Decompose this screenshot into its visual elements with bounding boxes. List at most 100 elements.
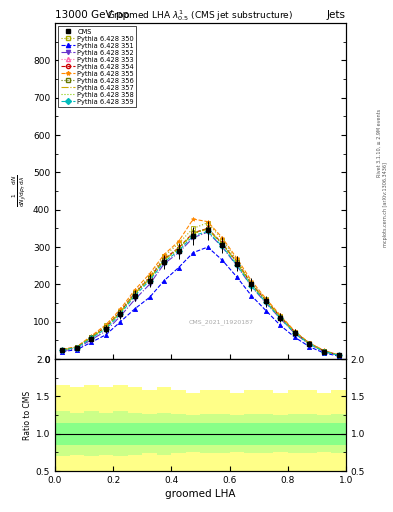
Pythia 6.428 354 [176,245,181,251]
Pythia 6.428 351 [75,347,79,353]
Pythia 6.428 352 [249,283,254,289]
Pythia 6.428 352 [234,263,239,269]
Line: Pythia 6.428 359: Pythia 6.428 359 [60,229,341,357]
Pythia 6.428 358 [307,340,312,347]
Pythia 6.428 356 [220,241,225,247]
Pythia 6.428 350 [307,340,312,347]
Pythia 6.428 353 [104,325,108,331]
Pythia 6.428 352 [263,300,268,306]
Pythia 6.428 358 [322,348,327,354]
Text: 13000 GeV pp: 13000 GeV pp [55,10,129,20]
Pythia 6.428 350 [249,280,254,286]
Line: Pythia 6.428 351: Pythia 6.428 351 [60,245,341,358]
Pythia 6.428 350 [176,240,181,246]
Pythia 6.428 353 [118,310,123,316]
Pythia 6.428 351 [104,332,108,338]
Pythia 6.428 355 [104,322,108,328]
Pythia 6.428 359 [263,299,268,305]
Pythia 6.428 359 [336,352,341,358]
Pythia 6.428 358 [336,352,341,358]
Pythia 6.428 354 [234,259,239,265]
Pythia 6.428 353 [176,246,181,252]
Pythia 6.428 356 [162,257,167,263]
Pythia 6.428 357 [206,226,210,232]
Pythia 6.428 352 [336,352,341,358]
Pythia 6.428 355 [162,251,167,258]
Pythia 6.428 353 [162,258,167,264]
Pythia 6.428 358 [60,347,64,353]
Pythia 6.428 355 [263,295,268,302]
Pythia 6.428 358 [89,334,94,340]
Pythia 6.428 358 [133,291,138,297]
Pythia 6.428 356 [322,348,327,354]
Pythia 6.428 355 [191,216,196,222]
Pythia 6.428 351 [234,274,239,280]
Pythia 6.428 351 [176,265,181,271]
Pythia 6.428 353 [322,348,327,354]
Pythia 6.428 359 [89,335,94,341]
Pythia 6.428 355 [147,271,152,277]
Pythia 6.428 353 [89,335,94,341]
Pythia 6.428 353 [234,260,239,266]
Pythia 6.428 355 [206,219,210,225]
Line: Pythia 6.428 352: Pythia 6.428 352 [60,230,341,357]
Pythia 6.428 350 [60,347,64,353]
Text: Rivet 3.1.10, ≥ 2.9M events: Rivet 3.1.10, ≥ 2.9M events [377,109,382,178]
Pythia 6.428 359 [147,278,152,284]
Pythia 6.428 356 [191,230,196,237]
Pythia 6.428 354 [278,314,283,320]
Pythia 6.428 354 [292,329,297,335]
Pythia 6.428 356 [206,226,210,232]
Pythia 6.428 358 [75,345,79,351]
Pythia 6.428 353 [263,298,268,304]
Pythia 6.428 352 [118,313,123,319]
Pythia 6.428 356 [89,334,94,340]
Pythia 6.428 352 [104,328,108,334]
Pythia 6.428 357 [336,352,341,358]
Pythia 6.428 350 [104,323,108,329]
Y-axis label: Ratio to CMS: Ratio to CMS [23,391,31,440]
Pythia 6.428 350 [133,289,138,295]
Pythia 6.428 355 [118,306,123,312]
X-axis label: groomed LHA: groomed LHA [165,489,236,499]
Pythia 6.428 359 [133,292,138,298]
Pythia 6.428 351 [147,294,152,301]
Pythia 6.428 355 [322,347,327,353]
Pythia 6.428 356 [147,275,152,282]
Pythia 6.428 351 [263,307,268,313]
Pythia 6.428 356 [263,298,268,304]
Pythia 6.428 354 [206,225,210,231]
Pythia 6.428 350 [191,225,196,231]
Pythia 6.428 359 [60,347,64,353]
Pythia 6.428 352 [278,315,283,322]
Pythia 6.428 353 [75,345,79,351]
Pythia 6.428 350 [118,307,123,313]
Pythia 6.428 356 [60,347,64,353]
Pythia 6.428 356 [336,352,341,358]
Pythia 6.428 359 [118,311,123,317]
Pythia 6.428 352 [322,349,327,355]
Pythia 6.428 351 [292,334,297,340]
Pythia 6.428 356 [118,309,123,315]
Pythia 6.428 353 [249,281,254,287]
Pythia 6.428 355 [292,328,297,334]
Pythia 6.428 357 [133,291,138,297]
Pythia 6.428 353 [307,340,312,347]
Pythia 6.428 350 [263,296,268,303]
Pythia 6.428 353 [292,329,297,335]
Pythia 6.428 351 [191,249,196,255]
Pythia 6.428 357 [176,245,181,251]
Pythia 6.428 352 [292,331,297,337]
Line: Pythia 6.428 358: Pythia 6.428 358 [62,229,338,355]
Pythia 6.428 352 [176,249,181,255]
Pythia 6.428 357 [220,241,225,247]
Pythia 6.428 354 [60,347,64,353]
Pythia 6.428 352 [75,346,79,352]
Pythia 6.428 356 [75,345,79,351]
Text: Jets: Jets [327,10,346,20]
Pythia 6.428 350 [322,348,327,354]
Pythia 6.428 354 [133,290,138,296]
Pythia 6.428 351 [162,278,167,284]
Pythia 6.428 355 [249,278,254,284]
Pythia 6.428 358 [263,298,268,304]
